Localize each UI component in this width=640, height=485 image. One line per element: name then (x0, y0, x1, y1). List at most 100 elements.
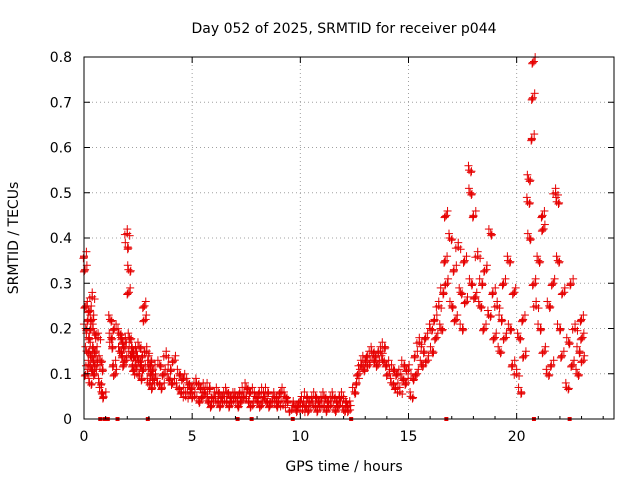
data-point-cluster (384, 356, 393, 365)
data-point-cluster (467, 281, 476, 290)
data-point-cluster (468, 280, 477, 289)
data-point-cluster (90, 349, 99, 358)
data-point-cluster (450, 316, 459, 325)
data-point-cluster (324, 403, 333, 412)
data-point-cluster (441, 280, 450, 289)
data-point (525, 234, 534, 242)
data-point-cluster (536, 326, 545, 335)
data-point-cluster (400, 361, 409, 370)
data-point-cluster (487, 231, 496, 240)
data-point-cluster (473, 247, 482, 256)
data-point-cluster (97, 379, 106, 388)
data-point-cluster (389, 379, 398, 388)
data-point-cluster (386, 374, 395, 383)
data-point-cluster (396, 369, 405, 378)
data-point-cluster (530, 89, 539, 98)
data-point-cluster (482, 320, 491, 329)
data-point-cluster (514, 383, 523, 392)
data-point-cluster (457, 290, 466, 299)
data-point-cluster (255, 388, 264, 397)
data-point-cluster (510, 356, 519, 365)
data-point-cluster (391, 384, 400, 393)
data-point-cluster (518, 316, 527, 325)
data-point-cluster (164, 360, 173, 369)
data-point (124, 288, 133, 297)
data-point (81, 265, 90, 274)
data-point-cluster (556, 325, 565, 334)
data-point-cluster (167, 366, 176, 375)
data-point-cluster (562, 333, 571, 342)
data-point-cluster (467, 189, 476, 198)
data-point (573, 369, 582, 378)
data-point-cluster (498, 316, 507, 325)
data-point-cluster (363, 362, 372, 371)
data-point-cluster (494, 342, 503, 351)
data-point-cluster (441, 212, 450, 221)
data-point-cluster (567, 361, 576, 370)
data-point-cluster (168, 379, 177, 388)
data-point-cluster (490, 302, 499, 311)
data-point-cluster (551, 184, 560, 193)
data-point-cluster (156, 362, 165, 371)
data-point-cluster (305, 398, 314, 406)
data-point-cluster (484, 225, 493, 234)
data-point-cluster (495, 304, 504, 313)
data-point-cluster (89, 371, 98, 380)
data-point-cluster (421, 334, 430, 343)
data-point-cluster (170, 374, 179, 383)
data-point-cluster (377, 351, 386, 360)
data-point-cluster (111, 356, 120, 365)
data-point-cluster (256, 402, 265, 411)
data-point-cluster (90, 370, 99, 379)
data-point-cluster (212, 383, 221, 392)
data-point-cluster (434, 297, 443, 306)
data-point-cluster (343, 408, 352, 417)
data-point-cluster (147, 385, 156, 394)
data-point-cluster (188, 393, 197, 402)
data-point-cluster (138, 352, 147, 361)
data-point (491, 333, 500, 342)
data-point-cluster (488, 289, 497, 298)
data-point-cluster (123, 245, 132, 254)
data-point-cluster (477, 302, 486, 311)
data-point-cluster (322, 408, 331, 417)
data-point-cluster (507, 325, 516, 334)
data-point (514, 333, 523, 342)
data-point-cluster (202, 392, 211, 401)
data-point-cluster (153, 356, 162, 365)
data-point-cluster (564, 384, 573, 393)
data-point-cluster (402, 366, 411, 375)
data-point-cluster (195, 399, 204, 408)
data-point (105, 315, 114, 324)
data-point-cluster (144, 351, 153, 360)
data-point-cluster (265, 399, 274, 408)
data-point (486, 229, 495, 238)
data-point-cluster (541, 342, 550, 351)
data-point-cluster (505, 258, 514, 267)
data-point-cluster (456, 320, 465, 329)
data-point-cluster (420, 348, 429, 357)
data-point-cluster (285, 407, 294, 416)
data-point-cluster (367, 342, 376, 351)
data-point-cluster (94, 329, 103, 338)
data-point-cluster (425, 320, 434, 329)
data-point-cluster (441, 281, 450, 290)
data-point (539, 224, 548, 233)
data-point-cluster (123, 225, 132, 234)
data-point (467, 279, 476, 288)
data-point-cluster (109, 326, 118, 335)
data-point-cluster (448, 304, 457, 313)
data-point-cluster (423, 329, 432, 338)
data-point-cluster (151, 369, 160, 378)
data-point-cluster (180, 369, 189, 378)
data-point-cluster (235, 388, 244, 397)
data-point-cluster (109, 325, 118, 334)
data-point-cluster (475, 274, 484, 283)
data-point-cluster (142, 342, 151, 351)
data-point-cluster (521, 347, 530, 356)
data-point-cluster (130, 370, 139, 379)
data-point (510, 288, 519, 297)
data-point-cluster (493, 297, 502, 306)
data-point-cluster (136, 343, 145, 352)
